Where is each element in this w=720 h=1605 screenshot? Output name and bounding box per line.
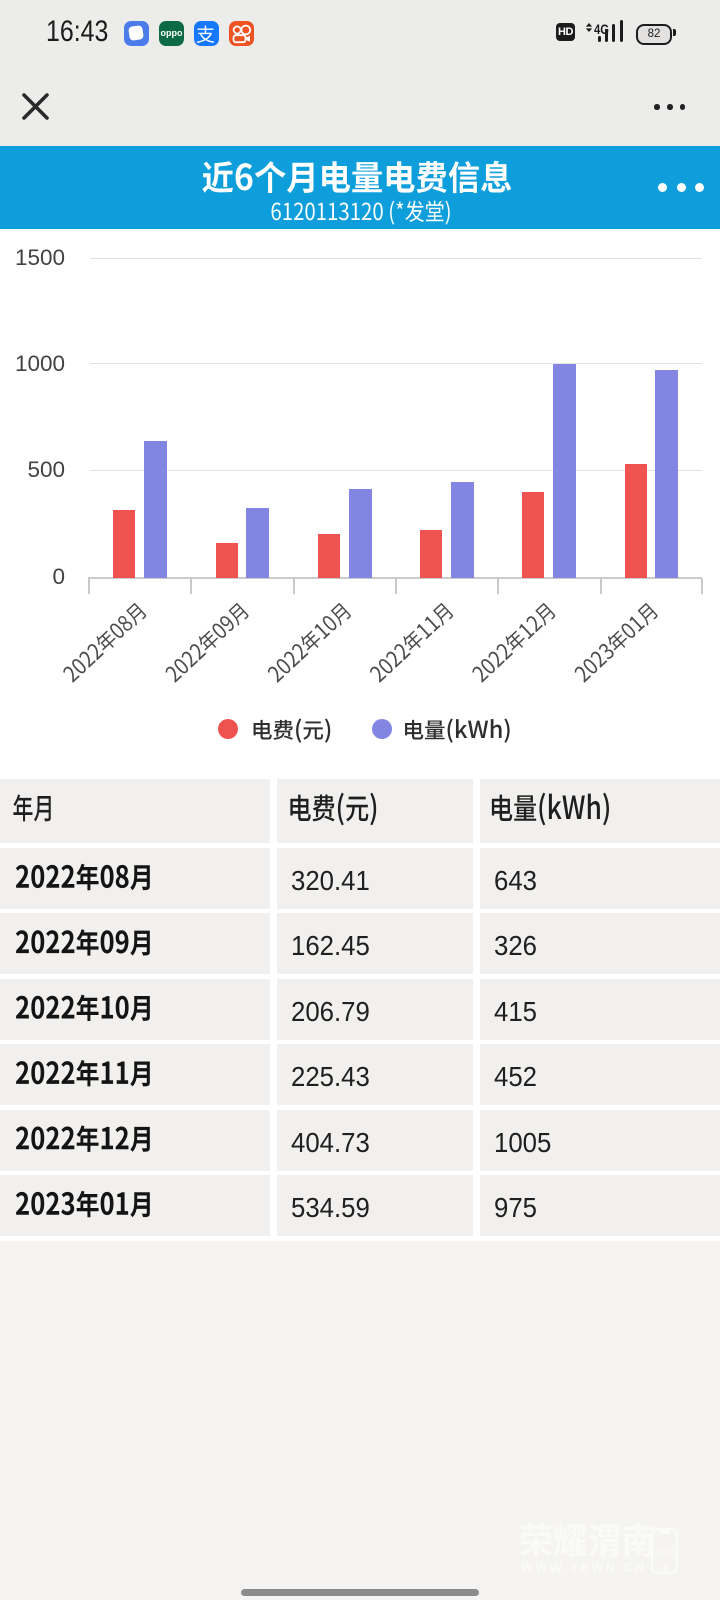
svg-text:APP: APP (655, 1548, 675, 1559)
